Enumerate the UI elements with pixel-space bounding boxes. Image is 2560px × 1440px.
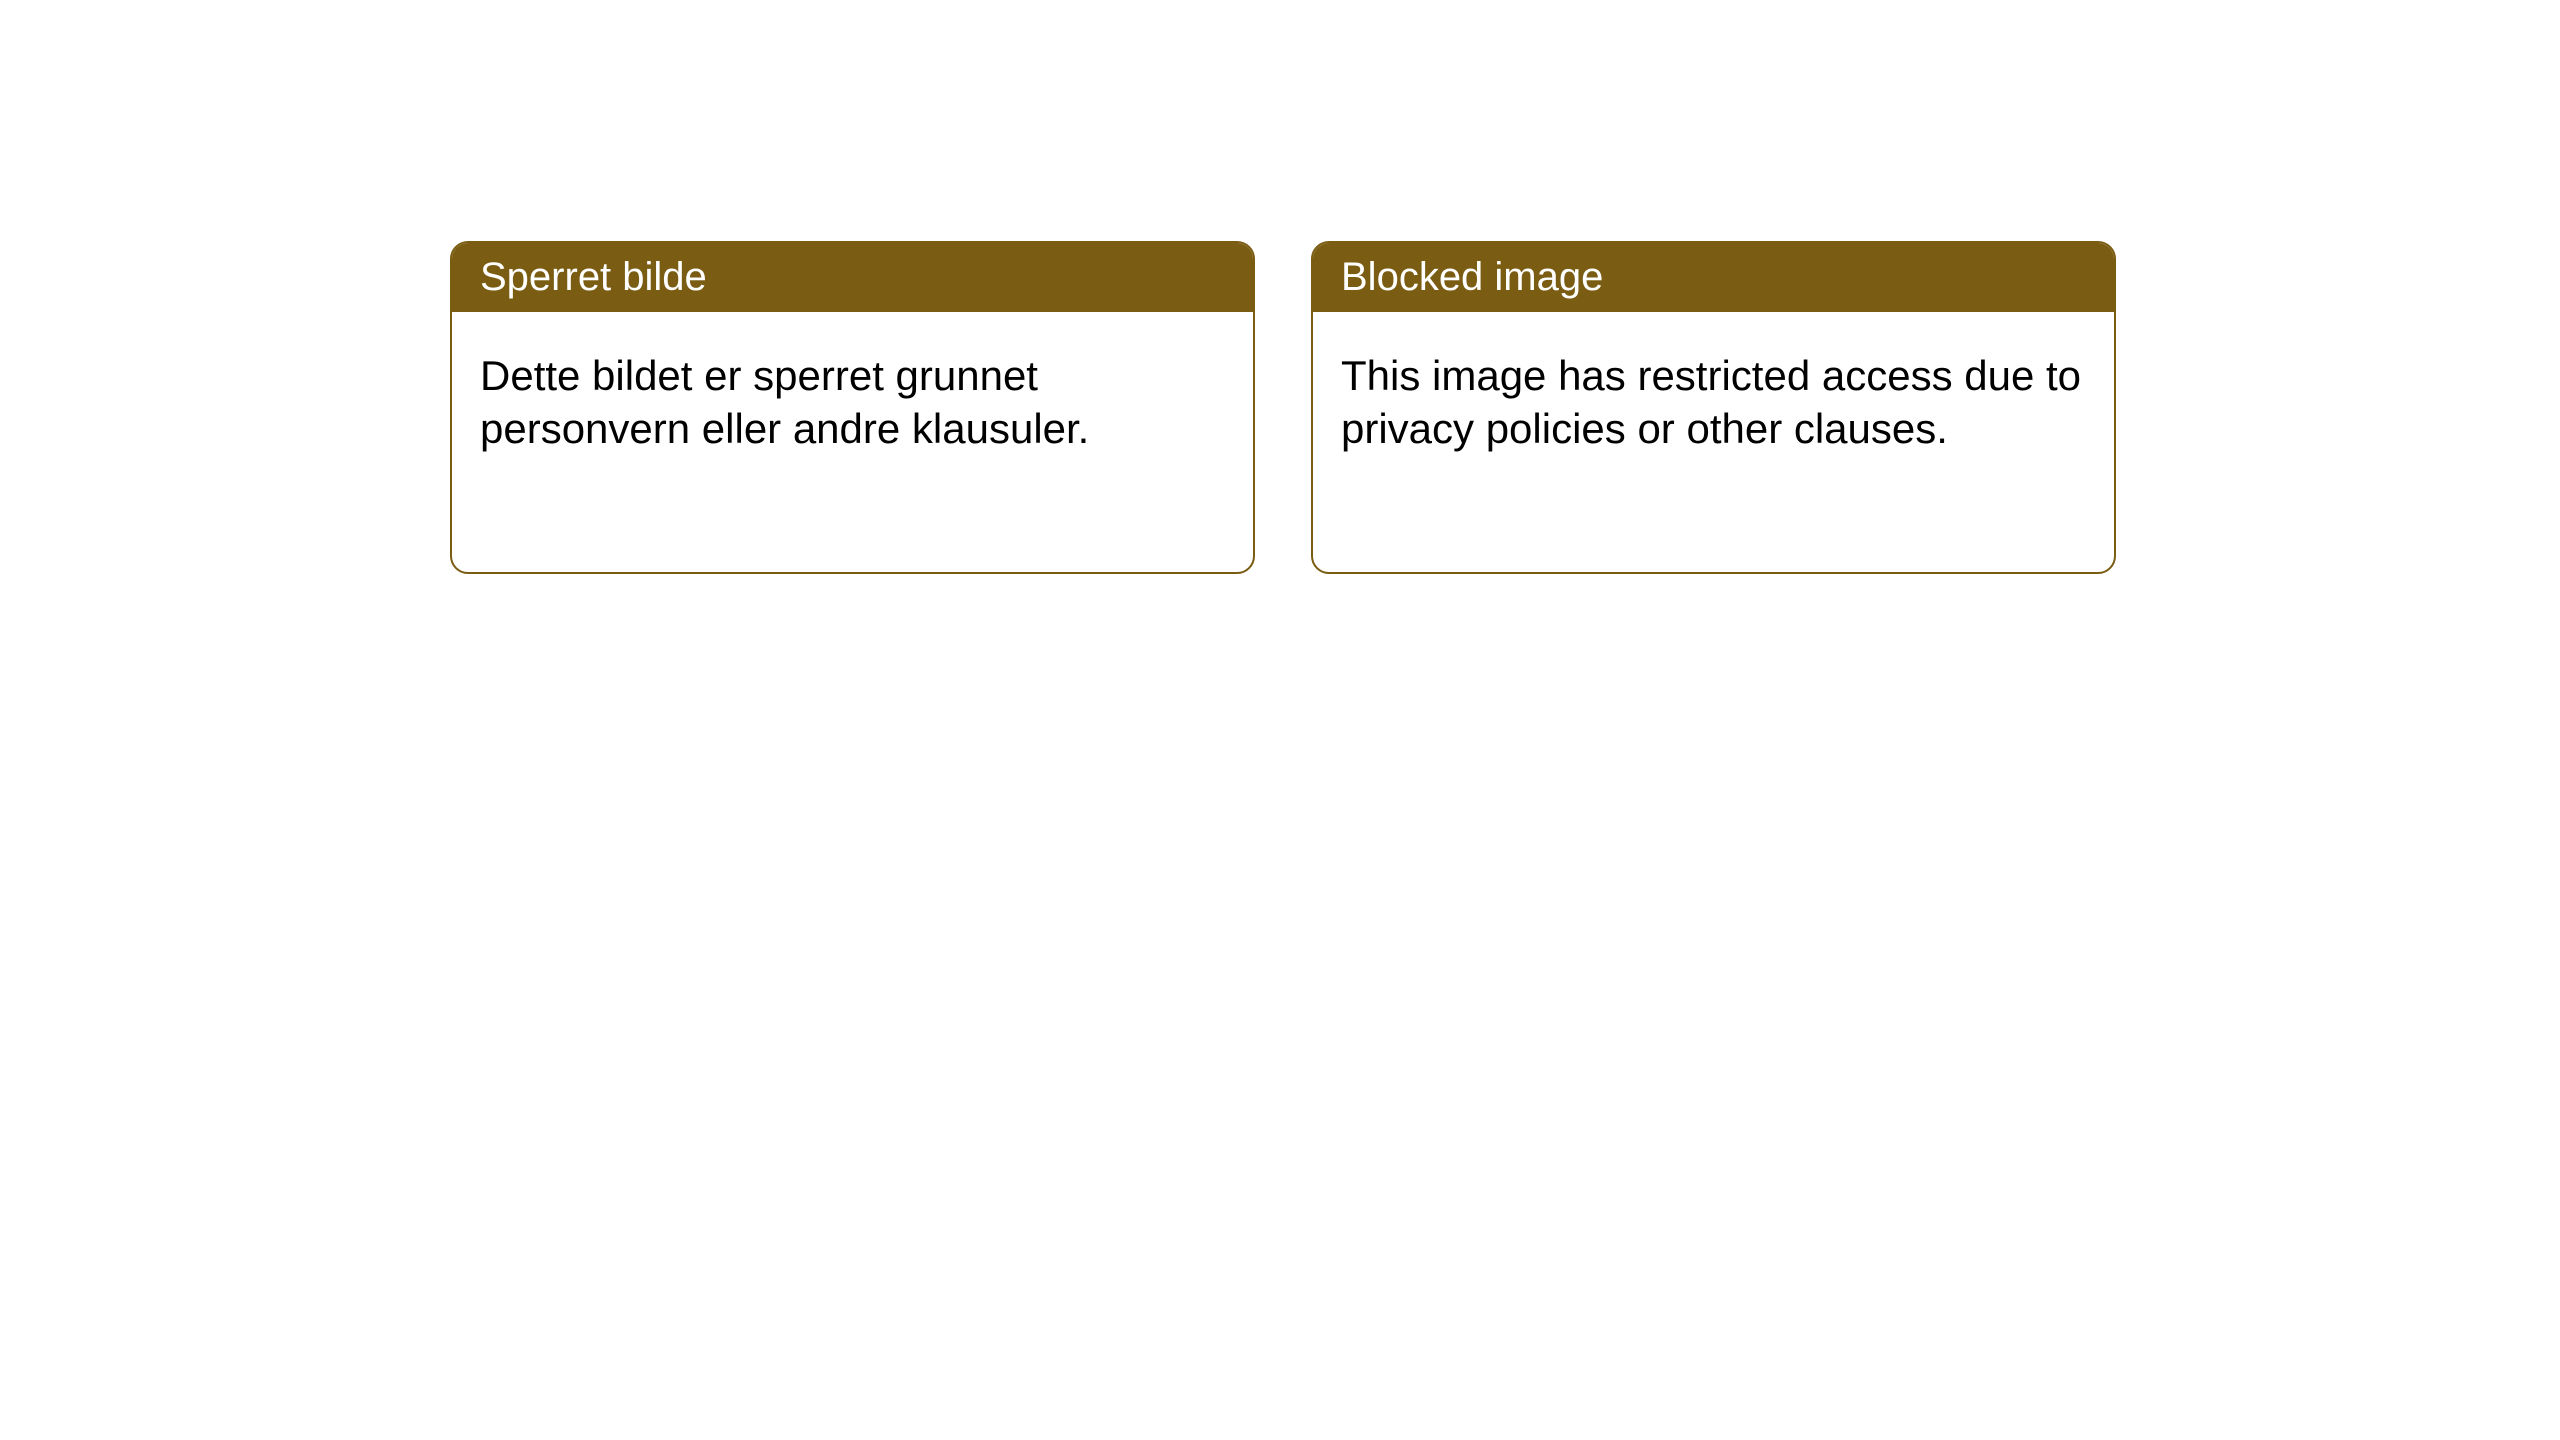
card-body: Dette bildet er sperret grunnet personve… [452,312,1253,493]
cards-container: Sperret bilde Dette bildet er sperret gr… [450,241,2116,574]
card-body-text: Dette bildet er sperret grunnet personve… [480,352,1089,452]
blocked-image-card-no: Sperret bilde Dette bildet er sperret gr… [450,241,1255,574]
card-body: This image has restricted access due to … [1313,312,2114,493]
card-body-text: This image has restricted access due to … [1341,352,2081,452]
card-header: Sperret bilde [452,243,1253,312]
card-title: Sperret bilde [480,255,707,299]
blocked-image-card-en: Blocked image This image has restricted … [1311,241,2116,574]
card-title: Blocked image [1341,255,1603,299]
card-header: Blocked image [1313,243,2114,312]
